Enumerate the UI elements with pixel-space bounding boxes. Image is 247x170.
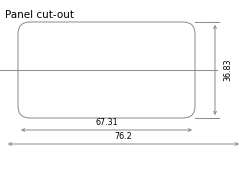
FancyBboxPatch shape xyxy=(18,22,195,118)
Text: 76.2: 76.2 xyxy=(115,132,132,141)
Text: Panel cut-out: Panel cut-out xyxy=(5,10,74,20)
Text: 36.83: 36.83 xyxy=(224,59,232,81)
Text: 67.31: 67.31 xyxy=(95,118,118,127)
